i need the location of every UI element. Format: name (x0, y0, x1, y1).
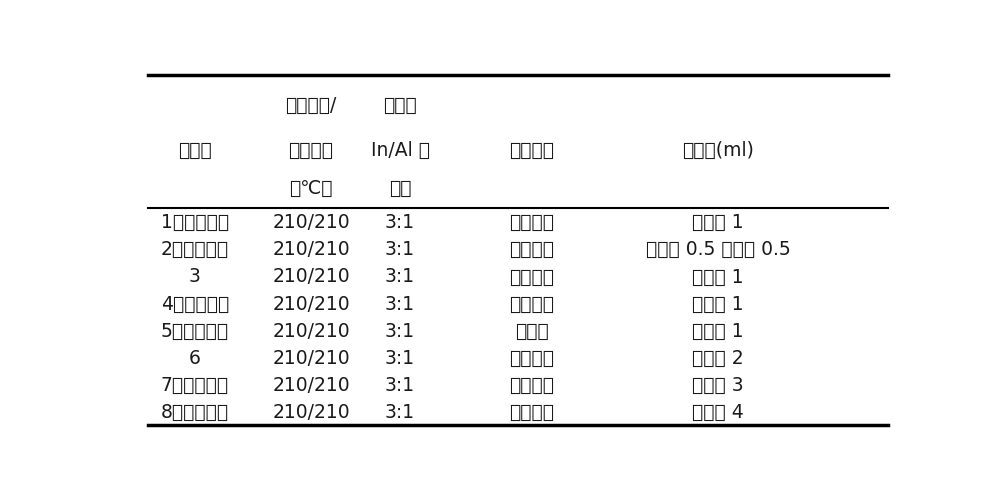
Text: 辅助剂(ml): 辅助剂(ml) (682, 141, 754, 160)
Text: 直接注入: 直接注入 (509, 402, 554, 421)
Text: 8（对比例）: 8（对比例） (161, 402, 229, 421)
Text: 3:1: 3:1 (385, 321, 415, 340)
Text: 分别注入: 分别注入 (509, 294, 554, 313)
Text: 210/210: 210/210 (272, 375, 350, 394)
Text: 7（对比例）: 7（对比例） (161, 375, 229, 394)
Text: 实施例: 实施例 (178, 141, 212, 160)
Text: 直接注入: 直接注入 (509, 240, 554, 259)
Text: 2（对比例）: 2（对比例） (161, 240, 229, 259)
Text: 3: 3 (189, 267, 201, 286)
Text: 210/210: 210/210 (272, 240, 350, 259)
Text: 乙二胺 2: 乙二胺 2 (692, 348, 744, 367)
Text: 注入温度/: 注入温度/ (285, 96, 337, 115)
Text: 3:1: 3:1 (385, 348, 415, 367)
Text: 乙二胺 4: 乙二胺 4 (692, 402, 744, 421)
Text: 210/210: 210/210 (272, 294, 350, 313)
Text: 3:1: 3:1 (385, 375, 415, 394)
Text: 乙二胺 1: 乙二胺 1 (692, 267, 744, 286)
Text: 直接注入: 直接注入 (509, 348, 554, 367)
Text: 3:1: 3:1 (385, 267, 415, 286)
Text: 直接注入: 直接注入 (509, 375, 554, 394)
Text: 尔比: 尔比 (389, 179, 411, 198)
Text: 1（对比例）: 1（对比例） (161, 213, 229, 232)
Text: 乙二胺 3: 乙二胺 3 (692, 375, 744, 394)
Text: 210/210: 210/210 (272, 321, 350, 340)
Text: 3:1: 3:1 (385, 294, 415, 313)
Text: In/Al 摩: In/Al 摩 (371, 141, 430, 160)
Text: 回流温度: 回流温度 (288, 141, 334, 160)
Text: 6: 6 (189, 348, 201, 367)
Text: 3:1: 3:1 (385, 402, 415, 421)
Text: 210/210: 210/210 (272, 348, 350, 367)
Text: 5（对比例）: 5（对比例） (161, 321, 229, 340)
Text: 预络合: 预络合 (515, 321, 549, 340)
Text: 4（对比例）: 4（对比例） (161, 294, 229, 313)
Text: 3:1: 3:1 (385, 213, 415, 232)
Text: 乙二胺 1: 乙二胺 1 (692, 321, 744, 340)
Text: 水合肼 1: 水合肼 1 (692, 213, 744, 232)
Text: 乙二胺 1: 乙二胺 1 (692, 294, 744, 313)
Text: 直接注入: 直接注入 (509, 267, 554, 286)
Text: 210/210: 210/210 (272, 267, 350, 286)
Text: （℃）: （℃） (289, 179, 333, 198)
Text: 210/210: 210/210 (272, 213, 350, 232)
Text: 210/210: 210/210 (272, 402, 350, 421)
Text: 注入方式: 注入方式 (509, 141, 554, 160)
Text: 水合肼 0.5 乙二胺 0.5: 水合肼 0.5 乙二胺 0.5 (646, 240, 790, 259)
Text: 直接注入: 直接注入 (509, 213, 554, 232)
Text: 前驱体: 前驱体 (383, 96, 417, 115)
Text: 3:1: 3:1 (385, 240, 415, 259)
